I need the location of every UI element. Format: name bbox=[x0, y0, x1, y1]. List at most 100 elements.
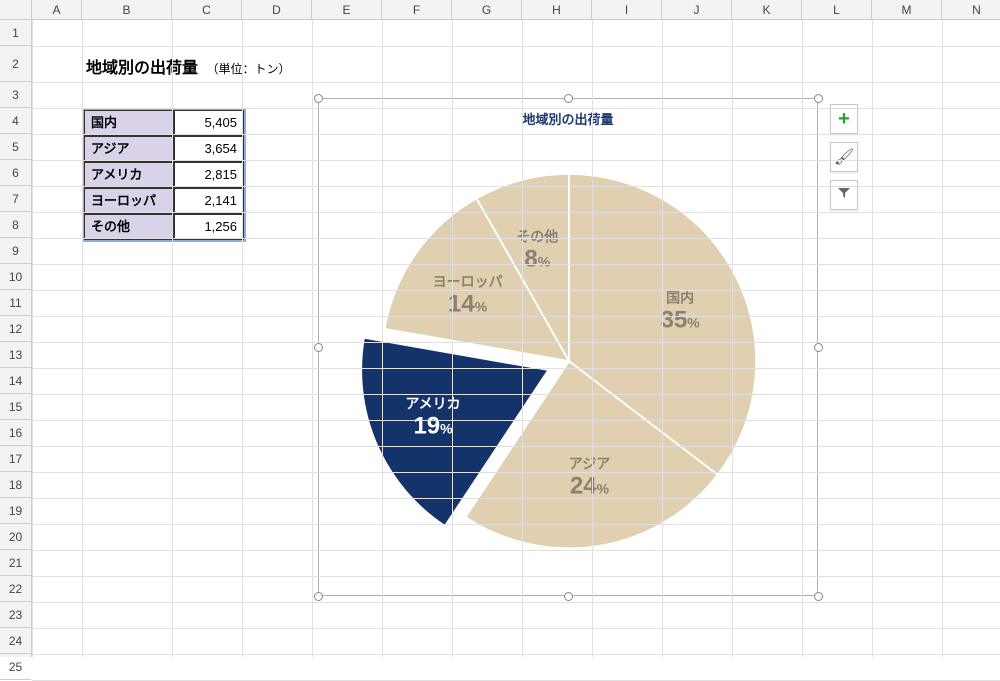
row-header-9[interactable]: 9 bbox=[0, 238, 31, 264]
row-header-17[interactable]: 17 bbox=[0, 446, 31, 472]
row-header-21[interactable]: 21 bbox=[0, 550, 31, 576]
row-header-11[interactable]: 11 bbox=[0, 290, 31, 316]
gridline-h bbox=[32, 368, 1000, 369]
gridline-h bbox=[32, 524, 1000, 525]
table-row[interactable]: ヨーロッパ2,141 bbox=[84, 188, 244, 214]
row-header-22[interactable]: 22 bbox=[0, 576, 31, 602]
resize-handle[interactable] bbox=[314, 592, 323, 601]
gridline-v bbox=[522, 20, 523, 657]
gridline-v bbox=[802, 20, 803, 657]
row-header-6[interactable]: 6 bbox=[0, 160, 31, 186]
gridline-h bbox=[32, 46, 1000, 47]
gridline-v bbox=[942, 20, 943, 657]
gridline-h bbox=[32, 342, 1000, 343]
resize-handle[interactable] bbox=[314, 94, 323, 103]
col-header-L[interactable]: L bbox=[802, 0, 872, 20]
resize-handle[interactable] bbox=[314, 343, 323, 352]
add-icon: + bbox=[838, 108, 850, 131]
row-header-15[interactable]: 15 bbox=[0, 394, 31, 420]
gridline-v bbox=[452, 20, 453, 657]
row-header-14[interactable]: 14 bbox=[0, 368, 31, 394]
row-header-19[interactable]: 19 bbox=[0, 498, 31, 524]
table-row[interactable]: アジア3,654 bbox=[84, 136, 244, 162]
table-row[interactable]: その他1,256 bbox=[84, 214, 244, 240]
resize-handle[interactable] bbox=[564, 94, 573, 103]
brush-icon: 🖌 bbox=[834, 147, 854, 167]
gridline-h bbox=[32, 82, 1000, 83]
table-cell-value[interactable]: 1,256 bbox=[174, 214, 244, 240]
pie-chart-object[interactable]: 地域別の出荷量 国内35%アジア24%アメリカ19%ヨーロッパ14%その他8% bbox=[318, 98, 818, 596]
gridline-h bbox=[32, 628, 1000, 629]
column-headers: ABCDEFGHIJKLMN bbox=[0, 0, 1000, 20]
row-header-3[interactable]: 3 bbox=[0, 82, 31, 108]
resize-handle[interactable] bbox=[814, 94, 823, 103]
col-header-C[interactable]: C bbox=[172, 0, 242, 20]
col-header-D[interactable]: D bbox=[242, 0, 312, 20]
col-header-E[interactable]: E bbox=[312, 0, 382, 20]
table-cell-label[interactable]: アジア bbox=[84, 136, 174, 162]
row-header-24[interactable]: 24 bbox=[0, 628, 31, 654]
table-cell-value[interactable]: 2,815 bbox=[174, 162, 244, 188]
row-header-4[interactable]: 4 bbox=[0, 108, 31, 134]
gridline-h bbox=[32, 420, 1000, 421]
gridline-h bbox=[32, 160, 1000, 161]
gridline-v bbox=[592, 20, 593, 657]
select-all-corner[interactable] bbox=[0, 0, 32, 20]
col-header-H[interactable]: H bbox=[522, 0, 592, 20]
col-header-N[interactable]: N bbox=[942, 0, 1000, 20]
col-header-I[interactable]: I bbox=[592, 0, 662, 20]
pie-chart-svg bbox=[319, 129, 819, 597]
cell-grid[interactable]: 地域別の出荷量 （単位：トン） 国内5,405アジア3,654アメリカ2,815… bbox=[32, 20, 1000, 657]
table-row[interactable]: アメリカ2,815 bbox=[84, 162, 244, 188]
col-header-F[interactable]: F bbox=[382, 0, 452, 20]
col-header-A[interactable]: A bbox=[32, 0, 82, 20]
data-table-selection[interactable]: 国内5,405アジア3,654アメリカ2,815ヨーロッパ2,141その他1,2… bbox=[82, 108, 246, 242]
table-cell-label[interactable]: ヨーロッパ bbox=[84, 188, 174, 214]
gridline-h bbox=[32, 654, 1000, 655]
row-header-7[interactable]: 7 bbox=[0, 186, 31, 212]
gridline-v bbox=[32, 20, 33, 657]
gridline-v bbox=[312, 20, 313, 657]
col-header-B[interactable]: B bbox=[82, 0, 172, 20]
row-header-16[interactable]: 16 bbox=[0, 420, 31, 446]
row-header-18[interactable]: 18 bbox=[0, 472, 31, 498]
title-unit: （単位：トン） bbox=[206, 62, 290, 76]
gridline-h bbox=[32, 186, 1000, 187]
gridline-h bbox=[32, 212, 1000, 213]
gridline-h bbox=[32, 394, 1000, 395]
gridline-h bbox=[32, 550, 1000, 551]
gridline-h bbox=[32, 238, 1000, 239]
col-header-G[interactable]: G bbox=[452, 0, 522, 20]
chart-filter-button[interactable] bbox=[830, 180, 858, 210]
table-cell-label[interactable]: アメリカ bbox=[84, 162, 174, 188]
resize-handle[interactable] bbox=[814, 343, 823, 352]
row-header-12[interactable]: 12 bbox=[0, 316, 31, 342]
table-row[interactable]: 国内5,405 bbox=[84, 110, 244, 136]
chart-brush-button[interactable]: 🖌 bbox=[830, 142, 858, 172]
row-header-1[interactable]: 1 bbox=[0, 20, 31, 46]
page-title: 地域別の出荷量 （単位：トン） bbox=[86, 54, 290, 78]
row-header-10[interactable]: 10 bbox=[0, 264, 31, 290]
resize-handle[interactable] bbox=[814, 592, 823, 601]
table-cell-value[interactable]: 2,141 bbox=[174, 188, 244, 214]
gridline-v bbox=[662, 20, 663, 657]
table-cell-label[interactable]: その他 bbox=[84, 214, 174, 240]
table-cell-label[interactable]: 国内 bbox=[84, 110, 174, 136]
gridline-h bbox=[32, 264, 1000, 265]
row-header-8[interactable]: 8 bbox=[0, 212, 31, 238]
row-header-25[interactable]: 25 bbox=[0, 654, 31, 680]
gridline-h bbox=[32, 472, 1000, 473]
chart-side-buttons: +🖌 bbox=[830, 104, 858, 218]
row-header-23[interactable]: 23 bbox=[0, 602, 31, 628]
row-header-5[interactable]: 5 bbox=[0, 134, 31, 160]
gridline-h bbox=[32, 446, 1000, 447]
row-header-20[interactable]: 20 bbox=[0, 524, 31, 550]
col-header-J[interactable]: J bbox=[662, 0, 732, 20]
table-cell-value[interactable]: 5,405 bbox=[174, 110, 244, 136]
row-header-2[interactable]: 2 bbox=[0, 46, 31, 82]
col-header-K[interactable]: K bbox=[732, 0, 802, 20]
table-cell-value[interactable]: 3,654 bbox=[174, 136, 244, 162]
resize-handle[interactable] bbox=[564, 592, 573, 601]
row-header-13[interactable]: 13 bbox=[0, 342, 31, 368]
col-header-M[interactable]: M bbox=[872, 0, 942, 20]
